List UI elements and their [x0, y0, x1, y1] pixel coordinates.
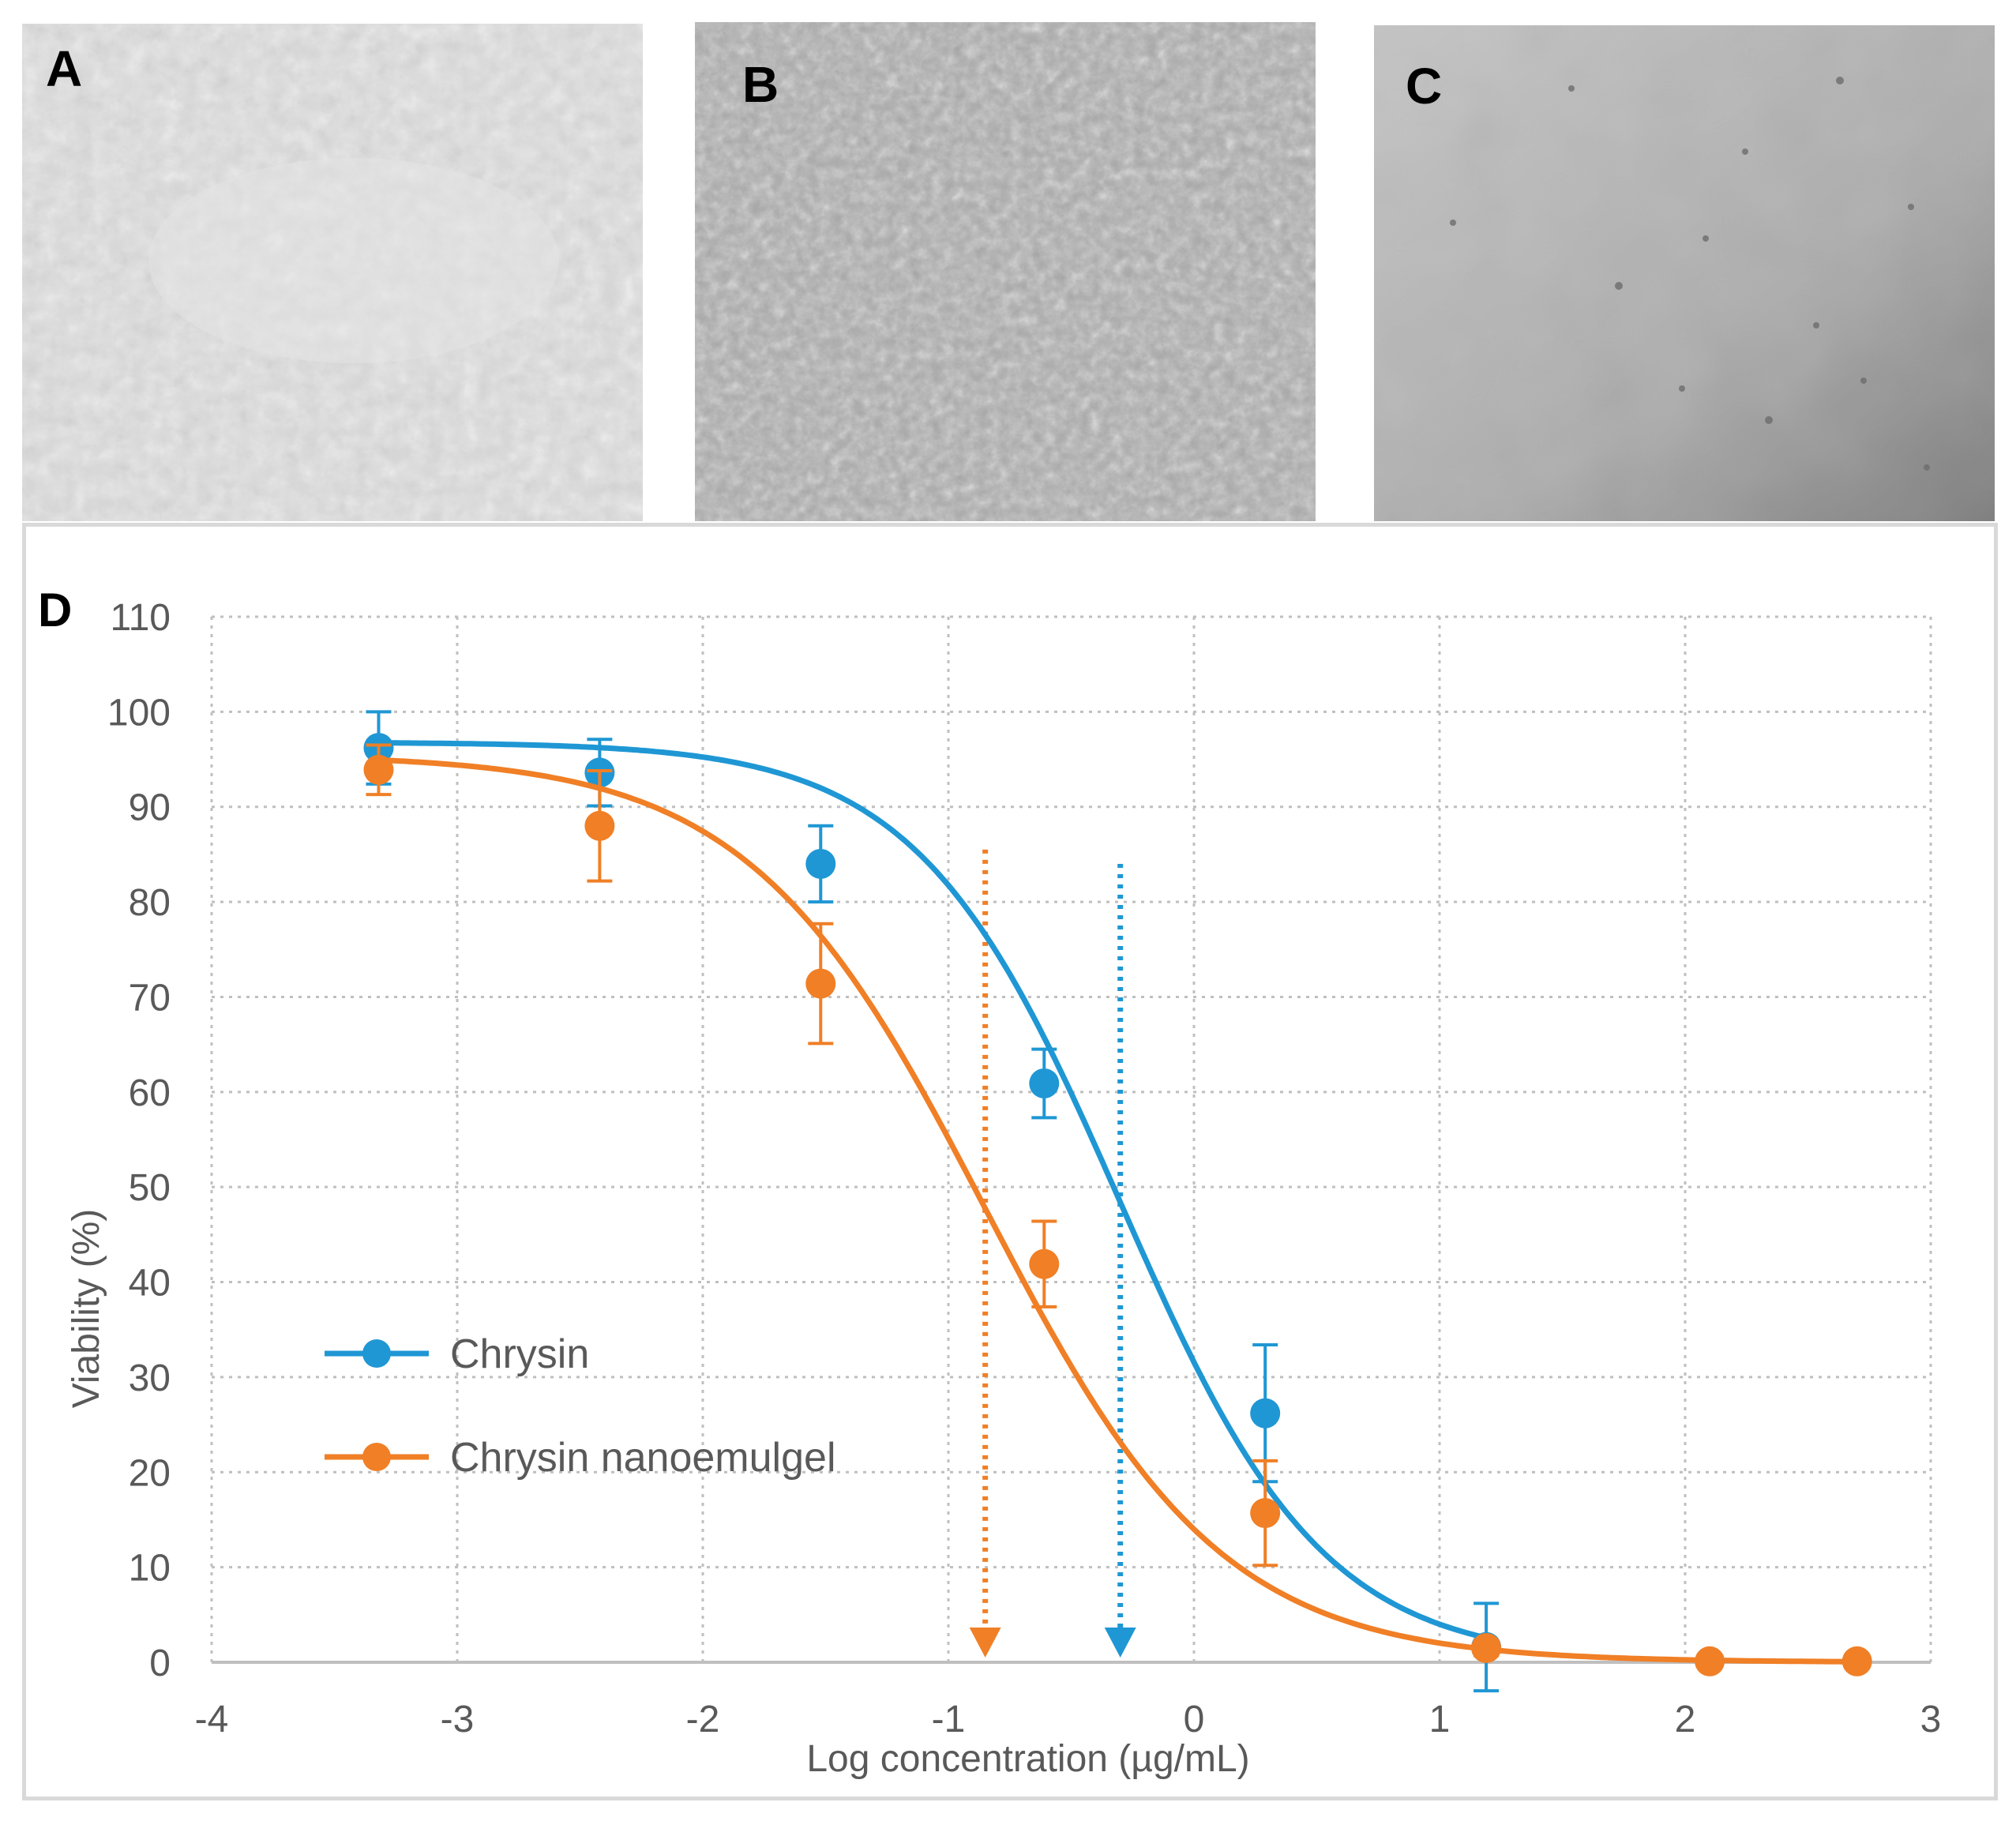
fit-curve [378, 740, 1487, 1641]
legend-marker [362, 1443, 391, 1471]
data-point [1695, 1646, 1725, 1676]
x-axis-label: Log concentration (µg/mL) [806, 1738, 1249, 1780]
x-tick-label: -4 [195, 1699, 229, 1740]
x-tick-label: -2 [686, 1699, 720, 1740]
chart-legend: Chrysin Chrysin nanoemulgel [325, 1331, 836, 1481]
viability-chart: D 0 10 20 30 40 50 60 70 80 90 100 110 -4 -3 -2 -1 0 1 2 3… [38, 584, 1942, 1780]
y-tick-label: 50 [129, 1167, 171, 1209]
legend-marker [362, 1339, 391, 1368]
micrograph-panel-c: C [1374, 25, 1995, 521]
panel-label-d: D [38, 584, 72, 636]
chart-series [363, 710, 1872, 1693]
micrograph-panel-a: A [22, 24, 643, 521]
y-tick-label: 70 [129, 977, 171, 1019]
micrograph-b-image [695, 22, 1316, 521]
y-tick-label: 80 [129, 882, 171, 924]
y-axis-label: Viability (%) [66, 1209, 107, 1409]
y-tick-labels: 0 10 20 30 40 50 60 70 80 90 100 110 [107, 597, 171, 1684]
y-tick-label: 30 [129, 1357, 171, 1399]
x-tick-label: -3 [441, 1699, 475, 1740]
legend-label: Chrysin nanoemulgel [450, 1435, 836, 1481]
micrograph-panel-b: B [695, 22, 1316, 521]
y-tick-label: 0 [149, 1643, 171, 1684]
y-tick-label: 90 [129, 787, 171, 829]
ic50-arrowhead [969, 1628, 1001, 1658]
ic50-arrowhead [1104, 1628, 1136, 1658]
y-tick-label: 10 [129, 1548, 171, 1590]
data-point [805, 968, 836, 999]
ic50-markers [969, 849, 1136, 1658]
data-point [1250, 1398, 1281, 1429]
data-point [363, 754, 394, 785]
panel-label-a: A [46, 40, 83, 97]
data-point [1029, 1248, 1060, 1279]
data-point [584, 810, 615, 841]
x-tick-label: -1 [932, 1699, 966, 1740]
y-tick-label: 100 [107, 692, 171, 734]
x-tick-labels: -4 -3 -2 -1 0 1 2 3 [195, 1699, 1942, 1740]
x-tick-label: 0 [1184, 1699, 1205, 1740]
y-tick-label: 60 [129, 1072, 171, 1114]
y-tick-label: 40 [129, 1263, 171, 1305]
series-chrysin-nanoemulgel [363, 743, 1872, 1676]
panel-label-b: B [742, 56, 779, 113]
data-point [1250, 1498, 1281, 1529]
data-point [1029, 1068, 1060, 1098]
x-tick-label: 2 [1675, 1699, 1696, 1740]
chart-panel-d: D 0 10 20 30 40 50 60 70 80 90 100 110 -4 -3 -2 -1 0 1 2 3… [22, 523, 1998, 1800]
panel-label-c: C [1406, 58, 1443, 115]
micrograph-a-image [22, 24, 643, 521]
y-tick-label: 20 [129, 1452, 171, 1494]
data-point [1841, 1646, 1872, 1676]
series-chrysin [363, 710, 1502, 1693]
legend-label: Chrysin [450, 1331, 589, 1377]
fit-curve [378, 757, 1857, 1665]
data-point [805, 848, 836, 879]
data-point [1471, 1632, 1502, 1663]
x-tick-label: 3 [1920, 1699, 1942, 1740]
y-tick-label: 110 [110, 597, 171, 639]
chart-gridlines [210, 615, 1932, 1662]
micrograph-c-image [1374, 25, 1995, 521]
x-tick-label: 1 [1429, 1699, 1451, 1740]
